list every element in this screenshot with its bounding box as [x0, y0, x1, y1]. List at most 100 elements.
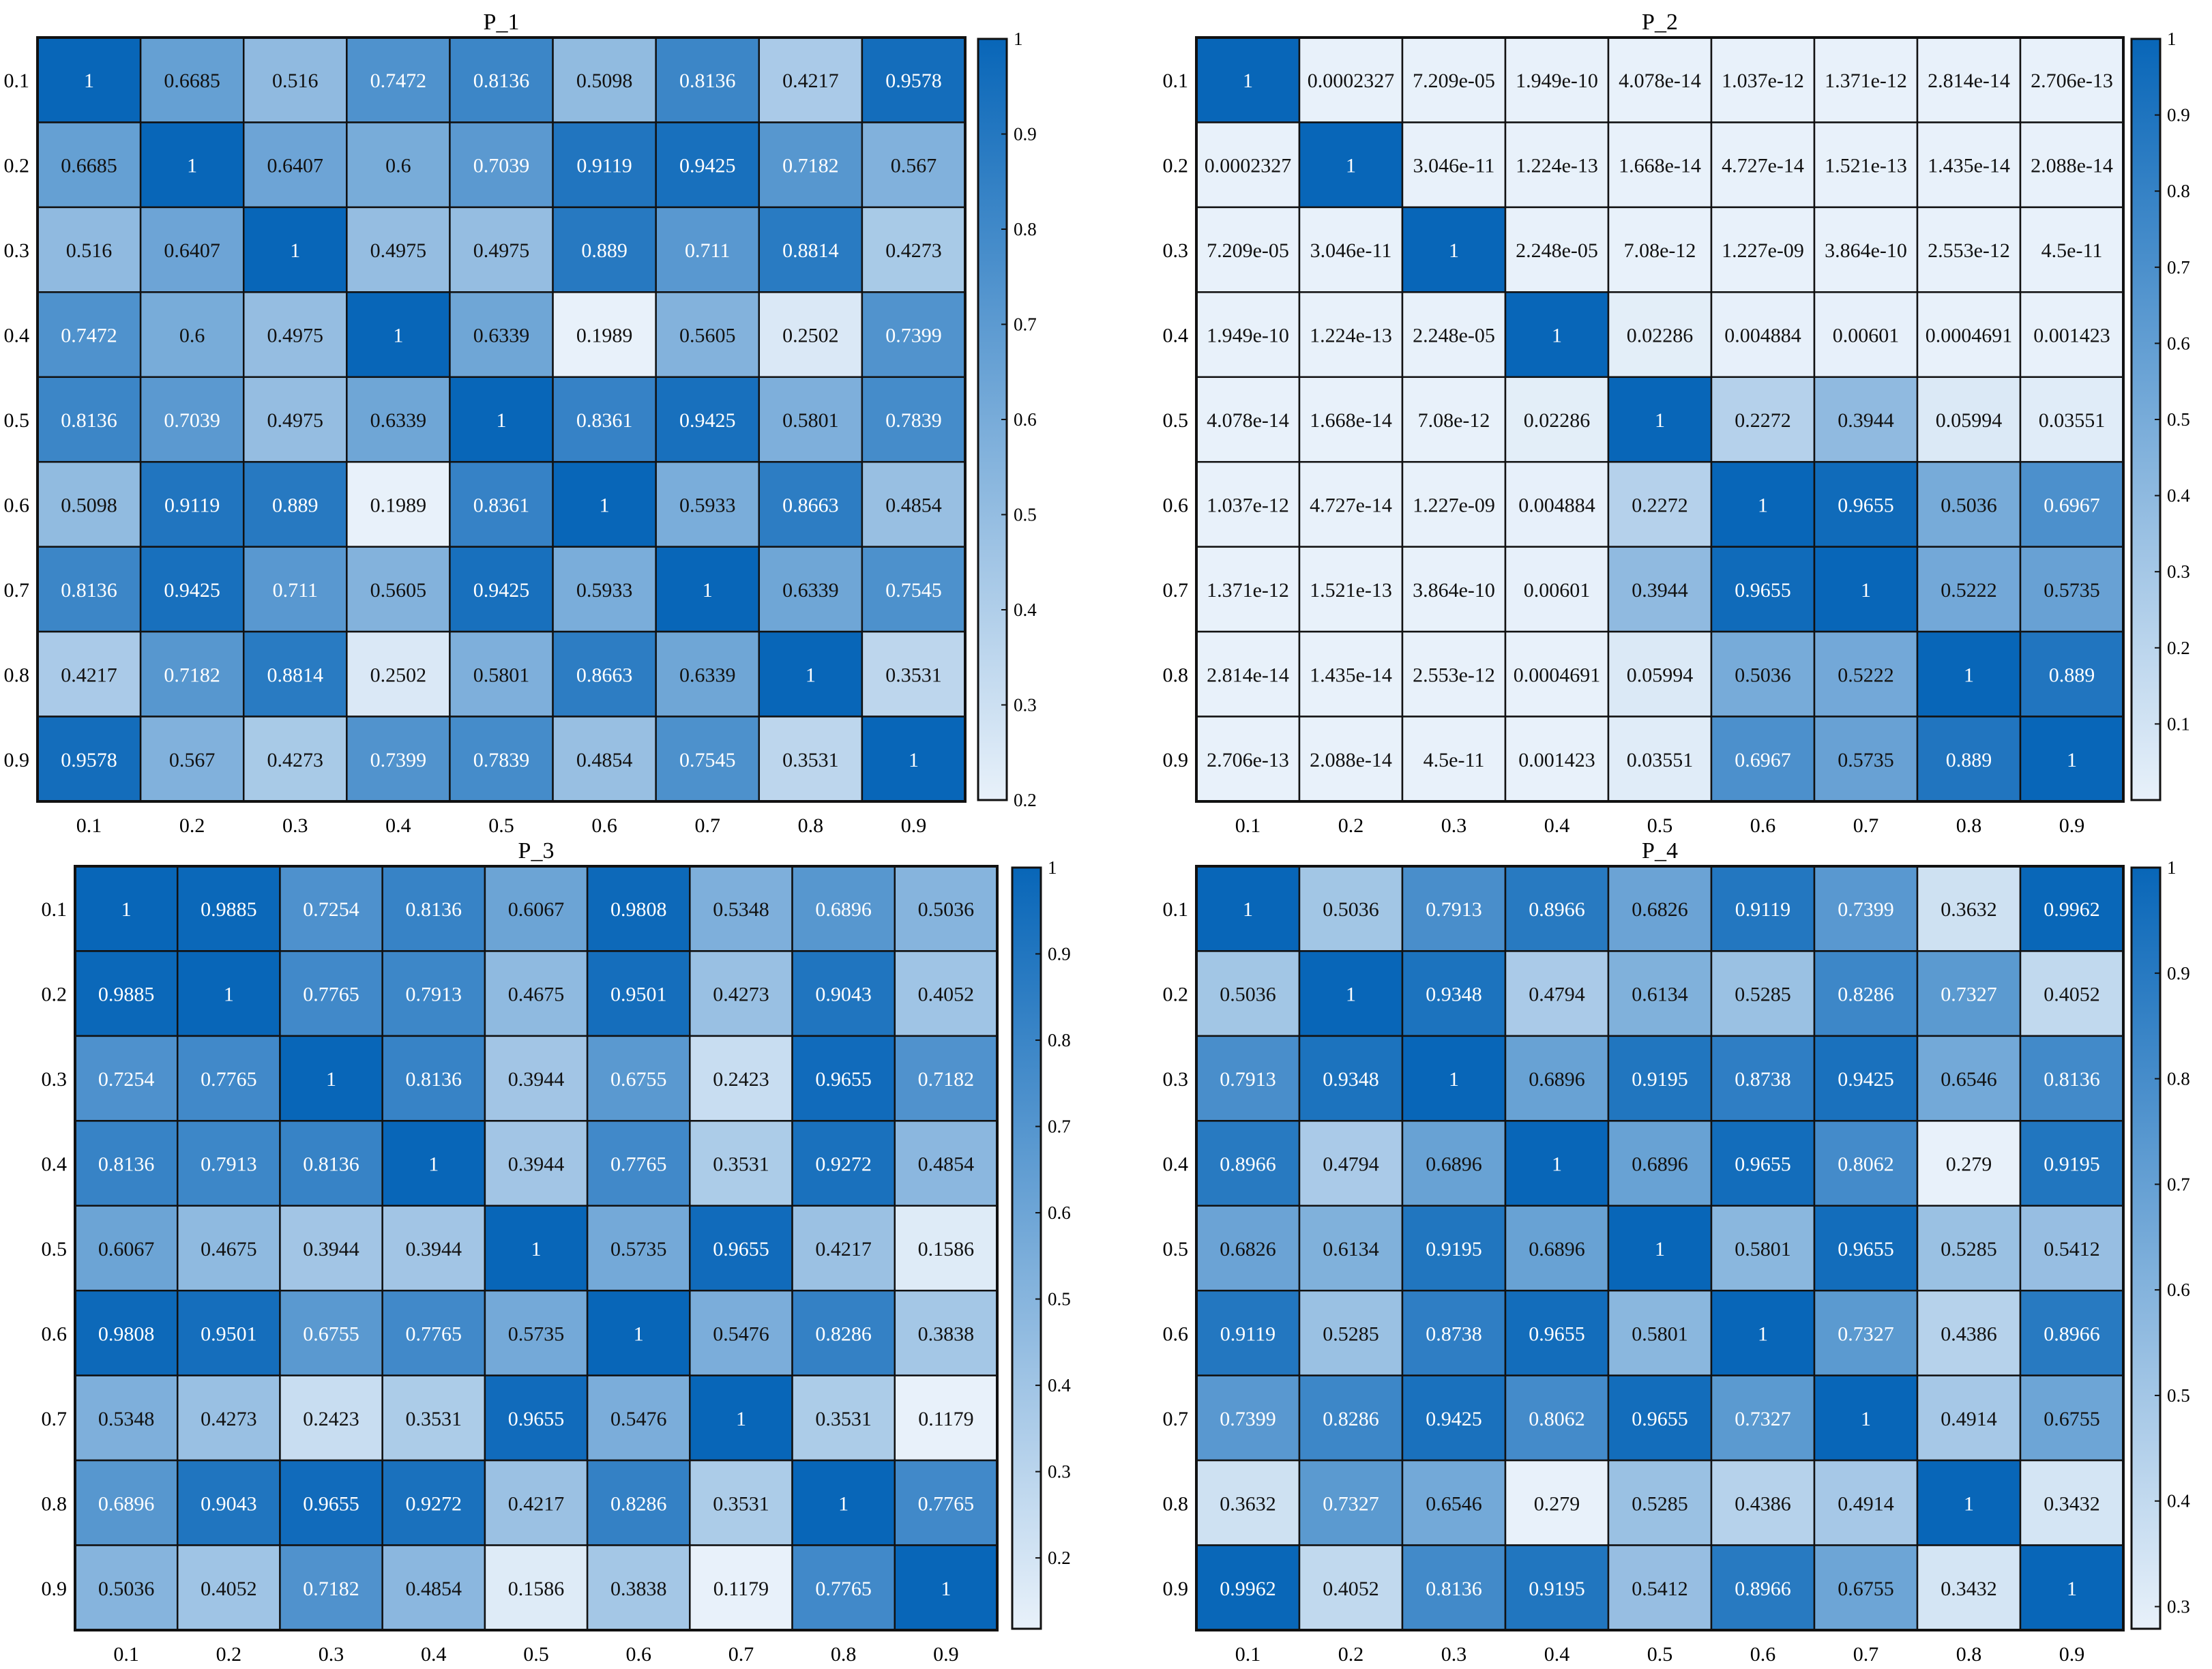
cell-value-label: 0.4794	[1323, 1153, 1379, 1176]
heatmap-cell	[1607, 1035, 1713, 1122]
colorbar-tick-label: 0.9	[1048, 944, 1071, 964]
cell-value-label: 0.6755	[1838, 1578, 1894, 1600]
cell-value-label: 0.7327	[1838, 1323, 1894, 1345]
heatmap-cell	[346, 291, 451, 379]
heatmap-cell	[1710, 546, 1816, 633]
y-tick-label: 0.2	[42, 984, 68, 1006]
cell-value-label: 0.8062	[1529, 1408, 1585, 1430]
cell-value-label: 0.6826	[1632, 898, 1688, 921]
cell-value-label: 0.7399	[1838, 898, 1894, 921]
cell-value-label: 0.7327	[1941, 984, 1997, 1006]
cell-value-label: 1.227e-09	[1722, 239, 1804, 262]
cell-value-label: 1.435e-14	[1310, 664, 1392, 686]
cell-value-label: 0.4854	[918, 1153, 975, 1176]
cell-value-label: 0.1586	[508, 1578, 565, 1600]
heatmap-cell	[1710, 1459, 1816, 1546]
heatmap-cell	[1813, 376, 1919, 463]
heatmap-cell	[1298, 376, 1404, 463]
cell-value-label: 4.078e-14	[1619, 70, 1701, 92]
cell-value-label: 0.6339	[473, 325, 530, 347]
y-tick-label: 0.7	[42, 1408, 68, 1430]
heatmap-cell	[791, 1544, 896, 1631]
heatmap-cell	[36, 376, 142, 463]
cell-value-label: 1	[187, 155, 197, 177]
heatmap-cell	[1195, 1459, 1301, 1546]
y-tick-label: 0.1	[1163, 898, 1189, 921]
x-tick-label: 0.9	[933, 1643, 959, 1666]
cell-value-label: 0.8738	[1735, 1068, 1791, 1091]
cell-value-label: 0.3838	[610, 1578, 667, 1600]
cell-value-label: 0.6755	[610, 1068, 667, 1091]
cell-value-label: 1	[393, 325, 403, 347]
heatmap-cell	[1607, 950, 1713, 1037]
heatmap-cell	[1298, 460, 1404, 548]
cell-value-label: 0.6134	[1323, 1238, 1379, 1260]
x-tick-label: 0.3	[319, 1643, 344, 1666]
cell-value-label: 0.6067	[508, 898, 565, 921]
cell-value-label: 0.567	[891, 155, 937, 177]
cell-value-label: 0.9655	[1735, 1153, 1791, 1176]
cell-value-label: 0.5098	[576, 70, 633, 92]
heatmap-cell	[1916, 1544, 2022, 1631]
cell-value-label: 0.4794	[1529, 984, 1585, 1006]
cell-value-label: 0.5285	[1323, 1323, 1379, 1345]
cell-value-label: 1.037e-12	[1207, 494, 1289, 516]
cell-value-label: 0.7545	[679, 749, 736, 771]
cell-value-label: 0.5285	[1632, 1492, 1688, 1515]
heatmap-cell	[381, 950, 486, 1037]
cell-value-label: 0.9655	[815, 1068, 872, 1091]
heatmap-cell	[655, 715, 761, 803]
cell-value-label: 2.814e-14	[1928, 70, 2010, 92]
x-tick-label: 0.3	[282, 814, 308, 837]
colorbar-tick-label: 0.3	[1048, 1462, 1071, 1482]
cell-value-label: 4.5e-11	[2041, 239, 2103, 262]
cell-value-label: 2.706e-13	[1207, 749, 1289, 771]
heatmap-cell	[552, 715, 657, 803]
heatmap-cell	[791, 865, 896, 952]
cell-value-label: 0.8966	[1529, 898, 1585, 921]
cell-value-label: 0.6546	[1426, 1492, 1482, 1515]
heatmap-cell	[1916, 1459, 2022, 1546]
heatmap-cell	[1607, 1120, 1713, 1207]
heatmap-cell	[1504, 376, 1610, 463]
cell-value-label: 1.521e-13	[1310, 579, 1392, 602]
cell-value-label: 0.4914	[1941, 1408, 1997, 1430]
cell-value-label: 0.2502	[370, 664, 427, 686]
cell-value-label: 0.9885	[201, 898, 257, 921]
cell-value-label: 1	[428, 1153, 439, 1176]
cell-value-label: 1	[1346, 155, 1356, 177]
cell-value-label: 1.668e-14	[1619, 155, 1701, 177]
heatmap-cell	[484, 950, 589, 1037]
heatmap-cell	[1916, 715, 2022, 803]
heatmap-cell	[279, 865, 383, 952]
heatmap-cell	[139, 36, 245, 123]
cell-value-label: 1	[1861, 1408, 1871, 1430]
cell-value-label: 0.4914	[1838, 1492, 1894, 1515]
heatmap-cell	[346, 206, 451, 293]
heatmap-cell	[1504, 1289, 1610, 1376]
heatmap-cell	[758, 121, 864, 209]
y-tick-label: 0.4	[1163, 1153, 1189, 1176]
y-tick-label: 0.1	[4, 70, 30, 92]
heatmap-cell	[1710, 715, 1816, 803]
colorbar-tick-label: 0.8	[2167, 181, 2190, 201]
y-tick-label: 0.4	[4, 325, 30, 347]
cell-value-label: 4.5e-11	[1424, 749, 1485, 771]
cell-value-label: 0.5285	[1941, 1238, 1997, 1260]
x-tick-label: 0.6	[591, 814, 617, 837]
cell-value-label: 0.8663	[782, 494, 839, 516]
heatmap-cell	[242, 630, 348, 718]
cell-value-label: 0.8286	[1323, 1408, 1379, 1430]
colorbar-gradient	[1011, 866, 1042, 1630]
heatmap-panel-2: P_2 1 0.0002327 7.209e-05 1.949e-10 4.078e-14…	[1163, 10, 2191, 837]
x-tick-label: 0.5	[488, 814, 514, 837]
y-tick-label: 0.3	[4, 239, 30, 262]
cell-value-label: 0.9578	[61, 749, 117, 771]
heatmap-cell	[2019, 206, 2125, 293]
heatmap-cell	[1710, 865, 1816, 952]
heatmap-cell	[1195, 121, 1301, 209]
colorbar-tick-label: 1	[2167, 857, 2177, 878]
cell-value-label: 1	[1655, 409, 1665, 432]
y-tick-label: 0.5	[4, 409, 30, 432]
heatmap-cell	[1195, 546, 1301, 633]
